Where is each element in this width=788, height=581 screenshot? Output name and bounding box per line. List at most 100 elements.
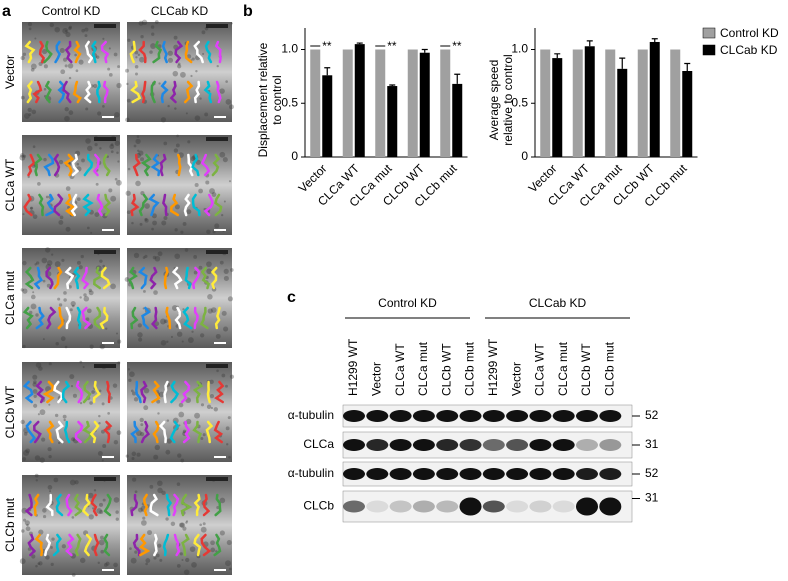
cell-track <box>74 420 84 444</box>
cell-speck <box>144 217 148 221</box>
cell-track <box>61 380 71 404</box>
cell-speck <box>206 404 212 410</box>
blot-band <box>529 439 552 451</box>
cell-speck <box>49 22 54 28</box>
cell-track <box>73 40 82 64</box>
cell-track <box>45 493 54 517</box>
cell-track <box>27 533 37 557</box>
cell-speck <box>47 485 53 490</box>
cell-speck <box>179 522 186 528</box>
cell-track <box>129 40 137 64</box>
cell-speck <box>176 134 179 138</box>
blot-band <box>436 468 459 480</box>
error-bar <box>324 67 331 76</box>
cell-speck <box>105 561 110 566</box>
cell-speck <box>129 371 135 378</box>
cell-speck <box>140 157 145 162</box>
timestamp <box>206 137 228 141</box>
row-label: CLCb mut <box>3 497 17 552</box>
cell-speck <box>221 373 226 378</box>
cell-speck <box>156 399 161 404</box>
cell-track <box>22 306 34 330</box>
blot-band <box>436 500 459 513</box>
cell-track <box>214 193 223 217</box>
cell-track <box>138 40 147 64</box>
cell-speck <box>143 405 149 411</box>
error-bar <box>684 62 691 71</box>
cell-speck <box>225 384 228 388</box>
cell-speck <box>108 188 113 193</box>
cell-speck <box>42 514 47 519</box>
blot-label: CLCa <box>303 437 334 451</box>
cell-track <box>45 193 57 217</box>
cell-track <box>27 153 36 177</box>
cell-speck <box>157 480 163 487</box>
y-tick-label: 0.5 <box>511 95 528 109</box>
cell-speck <box>88 290 94 296</box>
cell-speck <box>100 535 104 540</box>
cell-speck <box>25 448 30 454</box>
cell-speck <box>194 412 201 419</box>
cell-speck <box>185 521 188 524</box>
cell-track <box>165 493 173 517</box>
blot-label: α-tubulin <box>288 408 334 422</box>
cell-speck <box>113 497 120 503</box>
cell-track <box>103 193 112 217</box>
blot-band <box>576 410 598 422</box>
cell-speck <box>147 530 153 536</box>
cell-speck <box>97 451 103 456</box>
blot-band <box>482 439 505 451</box>
cell-speck <box>22 344 26 349</box>
cell-speck <box>211 192 217 197</box>
cell-speck <box>142 256 146 259</box>
blot-band <box>343 468 365 480</box>
cell-speck <box>23 112 30 119</box>
cell-speck <box>205 180 210 185</box>
cell-speck <box>166 438 172 444</box>
cell-track <box>180 380 191 404</box>
cell-speck <box>38 561 43 566</box>
cell-speck <box>154 20 159 24</box>
cell-speck <box>166 419 170 422</box>
blot-band <box>552 410 575 422</box>
bar <box>670 49 681 157</box>
cell-speck <box>86 226 90 230</box>
cell-speck <box>79 360 83 364</box>
cell-speck <box>133 144 137 148</box>
cell-speck <box>144 218 149 223</box>
cell-speck <box>57 297 61 301</box>
cell-track <box>141 80 147 104</box>
cell-track <box>203 80 213 104</box>
cell-speck <box>139 432 145 437</box>
blot-band <box>529 468 552 480</box>
cell-speck <box>79 296 82 299</box>
blot-band <box>482 410 505 422</box>
cell-speck <box>131 457 135 460</box>
panel-label: c <box>287 289 296 306</box>
cell-track <box>81 493 92 517</box>
blot-band <box>366 468 389 480</box>
cell-track <box>169 80 177 104</box>
bar <box>407 49 418 157</box>
cell-speck <box>113 52 118 57</box>
scale-bar <box>102 229 114 231</box>
cell-speck <box>174 253 181 260</box>
cell-track <box>130 420 140 444</box>
y-tick-label: 0.5 <box>281 95 298 109</box>
cell-track <box>173 533 181 557</box>
cell-speck <box>20 153 25 158</box>
cell-speck <box>98 389 102 393</box>
row-label: Vector <box>3 55 17 89</box>
cell-speck <box>51 537 55 541</box>
cell-speck <box>68 285 72 289</box>
cell-speck <box>103 563 108 567</box>
cell-speck <box>176 482 181 486</box>
lane-label: CLCa mut <box>556 341 570 396</box>
cell-speck <box>102 498 106 502</box>
cell-track <box>142 493 149 517</box>
cell-track <box>63 153 75 177</box>
blot-band <box>552 439 575 451</box>
cell-speck <box>37 562 41 565</box>
cell-speck <box>135 56 138 59</box>
micrograph <box>22 22 120 122</box>
